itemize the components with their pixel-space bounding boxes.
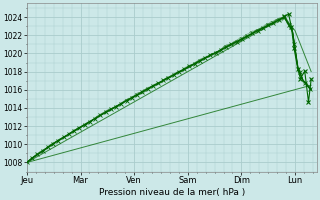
X-axis label: Pression niveau de la mer( hPa ): Pression niveau de la mer( hPa ) [99,188,245,197]
